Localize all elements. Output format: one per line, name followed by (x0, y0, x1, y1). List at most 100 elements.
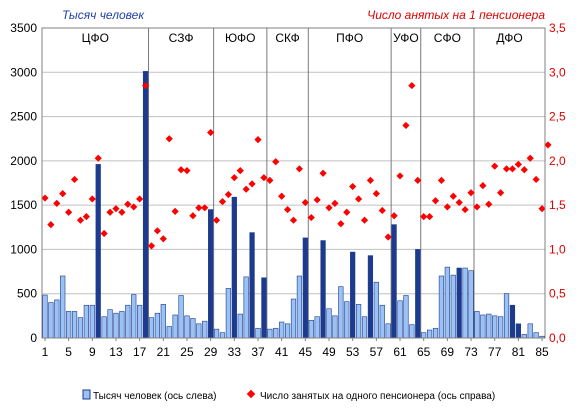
right-axis-title: Число анятых на 1 пенсионера (367, 8, 545, 22)
bar (403, 295, 409, 339)
left-axis-title: Тысяч человек (62, 8, 145, 22)
right-axis-ticks: 0,0 0,5 1,0 1,5 2,0 2,5 3,0 3,5 (549, 21, 566, 345)
bar (450, 274, 456, 339)
data-point (443, 203, 451, 211)
bar (225, 288, 232, 339)
data-point (378, 206, 386, 215)
data-point (366, 176, 375, 184)
bar (190, 318, 196, 339)
data-point (337, 220, 345, 228)
bar (338, 286, 344, 339)
bar (273, 327, 279, 339)
bar (219, 332, 226, 339)
legend-point-swatch (246, 389, 256, 399)
bar (355, 304, 362, 339)
plot-frame (41, 27, 546, 339)
bar (367, 255, 374, 339)
data-point (349, 182, 357, 191)
bar (213, 328, 220, 339)
x-tick-label: 81 (512, 345, 526, 359)
bar (409, 324, 415, 339)
legend-point-label: Число занятых на одного пенсионера (ось … (260, 391, 495, 402)
bar (444, 266, 450, 339)
data-point (414, 176, 422, 184)
bar (137, 304, 143, 339)
data-point (147, 242, 156, 250)
point-series (41, 81, 552, 250)
data-point (165, 135, 173, 143)
bar (284, 323, 291, 339)
x-tick-label: 73 (464, 345, 478, 359)
district-label: ПФО (336, 31, 363, 45)
district-label: ДФО (496, 31, 522, 45)
district-label: СКФ (275, 31, 299, 45)
data-point (502, 165, 511, 173)
data-point (224, 190, 233, 199)
right-tick-label: 0,5 (549, 287, 566, 301)
bar (267, 328, 273, 339)
bar (344, 301, 350, 339)
data-point (295, 165, 304, 173)
x-tick-label: 77 (488, 345, 502, 359)
x-axis-ticks: 1 5 9 13 17 21 25 29 33 37 41 45 49 53 57 61 65 69 73 77 81 8… (42, 338, 549, 359)
bar (533, 332, 539, 339)
bar (66, 311, 72, 339)
bar (261, 277, 267, 339)
data-point (473, 203, 481, 211)
bar (350, 251, 356, 339)
district-dividers (148, 28, 475, 338)
data-point (260, 174, 268, 182)
bar (243, 276, 249, 339)
data-point (485, 200, 493, 208)
bar (160, 304, 166, 339)
data-point (254, 136, 262, 144)
right-tick-label: 1,5 (549, 198, 566, 212)
x-tick-label: 5 (65, 345, 72, 359)
bar (379, 304, 385, 339)
data-point (402, 121, 410, 130)
x-tick-label: 29 (204, 345, 218, 359)
bar (202, 320, 208, 339)
data-point (325, 204, 333, 212)
bar (249, 232, 255, 339)
data-point (479, 182, 487, 190)
bar (166, 326, 172, 339)
bar (373, 281, 379, 339)
left-tick-label: 3000 (10, 65, 37, 79)
right-tick-label: 3,0 (549, 65, 566, 79)
x-tick-label: 13 (109, 345, 123, 359)
bar (480, 314, 486, 339)
bar (178, 295, 184, 339)
bar (142, 71, 149, 339)
x-tick-label: 57 (370, 345, 384, 359)
data-point (426, 213, 434, 221)
data-point (544, 141, 552, 149)
bar (95, 164, 101, 339)
data-point (76, 216, 85, 224)
legend-bar-swatch (82, 389, 91, 400)
bar (385, 323, 391, 339)
bar (486, 313, 492, 339)
bar (498, 316, 504, 339)
x-tick-label: 49 (322, 345, 336, 359)
data-point (384, 233, 392, 241)
bar (48, 302, 54, 339)
bar (320, 240, 326, 339)
data-point (59, 190, 67, 198)
bar (54, 299, 60, 339)
data-point (88, 195, 96, 203)
data-point (467, 189, 475, 197)
bar (468, 270, 474, 339)
right-tick-label: 3,5 (549, 21, 566, 35)
data-point (242, 185, 250, 193)
x-tick-label: 1 (42, 345, 49, 359)
data-point (82, 213, 90, 221)
bar (296, 275, 303, 339)
bar (314, 316, 320, 339)
bar (148, 317, 155, 339)
data-point (106, 208, 114, 216)
left-tick-label: 500 (17, 287, 37, 301)
x-tick-label: 69 (441, 345, 455, 359)
